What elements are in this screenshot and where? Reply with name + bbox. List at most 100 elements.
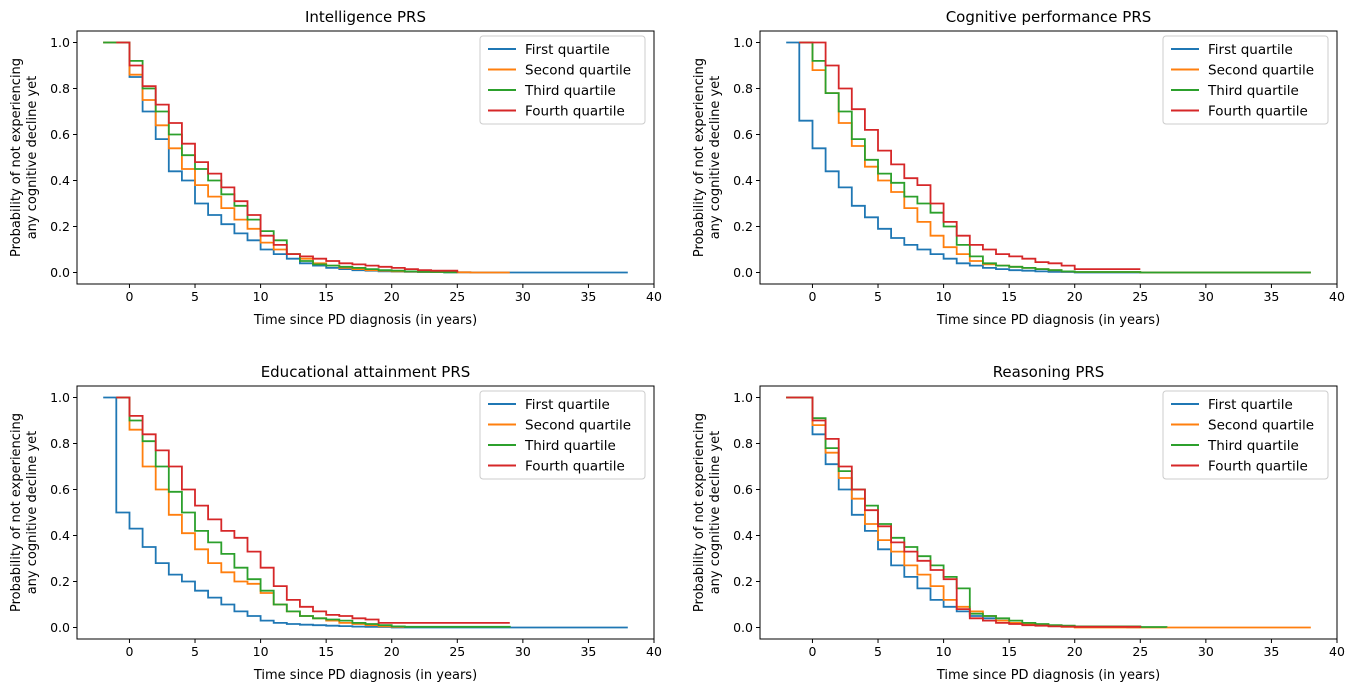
y-axis-label-line-2: any cognitive decline yet bbox=[25, 431, 40, 595]
chart-panel-2: Cognitive performance PRS 0 5 10 15 20 25 30 35 4… bbox=[692, 8, 1345, 328]
y-tick-label: 0.4 bbox=[50, 173, 70, 188]
x-tick-label: 15 bbox=[318, 289, 334, 304]
y-tick-label: 0.4 bbox=[50, 528, 70, 543]
chart-panel-1: Intelligence PRS 0 5 10 15 20 25 30 35 40 0.0 0.2 0.… bbox=[9, 8, 662, 328]
series-line-second-quartile bbox=[103, 41, 510, 274]
legend-label: Second quartile bbox=[1208, 418, 1314, 434]
x-tick-label: 35 bbox=[580, 644, 596, 659]
chart-title: Cognitive performance PRS bbox=[946, 8, 1152, 26]
series-line-fourth-quartile bbox=[116, 396, 510, 624]
x-tick-label: 30 bbox=[1198, 644, 1214, 659]
y-tick-label: 0.6 bbox=[733, 127, 753, 142]
x-tick-label: 15 bbox=[1001, 289, 1017, 304]
y-tick-label: 0.0 bbox=[50, 265, 70, 280]
legend-box bbox=[1162, 390, 1329, 480]
y-tick-label: 1.0 bbox=[733, 35, 753, 50]
x-tick-label: 5 bbox=[191, 289, 199, 304]
series-group bbox=[103, 41, 628, 274]
series-group bbox=[786, 41, 1311, 274]
series-line-third-quartile bbox=[786, 396, 1168, 628]
x-tick-label: 20 bbox=[1067, 644, 1083, 659]
x-tick-label: 0 bbox=[808, 289, 816, 304]
series-line-fourth-quartile bbox=[786, 396, 1142, 628]
x-tick-label: 25 bbox=[1132, 289, 1148, 304]
x-tick-label: 10 bbox=[253, 644, 269, 659]
legend-label: Fourth quartile bbox=[525, 459, 625, 475]
legend-label: Third quartile bbox=[524, 83, 616, 99]
x-axis-label: Time since PD diagnosis (in years) bbox=[253, 668, 477, 683]
y-tick-label: 0.2 bbox=[733, 219, 753, 234]
y-tick-label: 0.0 bbox=[733, 620, 753, 635]
y-axis-label-line-2: any cognitive decline yet bbox=[708, 431, 723, 595]
legend-label: Fourth quartile bbox=[525, 104, 625, 120]
x-tick-label: 0 bbox=[125, 289, 133, 304]
y-axis-label-line-2: any cognitive decline yet bbox=[25, 76, 40, 240]
x-tick-label: 10 bbox=[253, 289, 269, 304]
x-tick-label: 10 bbox=[936, 644, 952, 659]
legend-box bbox=[479, 390, 646, 480]
x-tick-label: 35 bbox=[1263, 644, 1279, 659]
y-tick-label: 0.0 bbox=[733, 265, 753, 280]
x-tick-label: 40 bbox=[646, 289, 662, 304]
x-tick-label: 0 bbox=[808, 644, 816, 659]
x-tick-label: 35 bbox=[1263, 289, 1279, 304]
legend-label: Second quartile bbox=[525, 63, 631, 79]
legend-label: Second quartile bbox=[525, 418, 631, 434]
chart-title: Educational attainment PRS bbox=[261, 363, 471, 381]
x-tick-label: 40 bbox=[646, 644, 662, 659]
y-tick-label: 0.2 bbox=[50, 219, 70, 234]
axes-frame bbox=[759, 385, 1338, 640]
chart-title: Reasoning PRS bbox=[993, 363, 1105, 381]
legend: First quartile Second quartile Third quart… bbox=[479, 390, 646, 480]
x-tick-label: 25 bbox=[449, 289, 465, 304]
chart-panel-4: Reasoning PRS 0 5 10 15 20 25 30 35 40 0.0 0.2 0.4 0.… bbox=[692, 363, 1345, 683]
x-tick-label: 30 bbox=[515, 644, 531, 659]
y-tick-label: 0.8 bbox=[50, 81, 70, 96]
series-line-first-quartile bbox=[786, 41, 1311, 274]
y-tick-label: 0.8 bbox=[50, 436, 70, 451]
chart-title: Intelligence PRS bbox=[305, 8, 426, 26]
legend-label: Third quartile bbox=[1207, 83, 1299, 99]
y-tick-label: 0.2 bbox=[50, 574, 70, 589]
x-tick-label: 25 bbox=[1132, 644, 1148, 659]
series-line-second-quartile bbox=[116, 396, 406, 628]
y-tick-label: 0.6 bbox=[733, 482, 753, 497]
y-tick-label: 0.4 bbox=[733, 173, 753, 188]
legend: First quartile Second quartile Third quart… bbox=[479, 35, 646, 125]
y-tick-label: 0.6 bbox=[50, 482, 70, 497]
x-tick-label: 0 bbox=[125, 644, 133, 659]
y-tick-label: 0.0 bbox=[50, 620, 70, 635]
legend-label: First quartile bbox=[525, 397, 610, 413]
y-tick-label: 0.2 bbox=[733, 574, 753, 589]
x-tick-label: 30 bbox=[1198, 289, 1214, 304]
y-axis-label-line-1: Probability of not experiencing bbox=[692, 58, 707, 257]
legend-label: First quartile bbox=[1208, 397, 1293, 413]
series-group bbox=[786, 396, 1311, 629]
legend: First quartile Second quartile Third quart… bbox=[1162, 35, 1329, 125]
series-line-third-quartile bbox=[116, 396, 511, 628]
x-tick-label: 15 bbox=[318, 644, 334, 659]
y-tick-label: 1.0 bbox=[50, 35, 70, 50]
legend-label: Third quartile bbox=[524, 438, 616, 454]
y-tick-label: 0.4 bbox=[733, 528, 753, 543]
series-line-first-quartile bbox=[786, 396, 1142, 629]
x-tick-label: 35 bbox=[580, 289, 596, 304]
y-tick-label: 0.6 bbox=[50, 127, 70, 142]
legend-label: Fourth quartile bbox=[1208, 104, 1308, 120]
legend-box bbox=[479, 35, 646, 125]
legend-label: Second quartile bbox=[1208, 63, 1314, 79]
y-axis-label-line-1: Probability of not experiencing bbox=[9, 413, 24, 612]
x-tick-label: 20 bbox=[1067, 289, 1083, 304]
y-tick-label: 0.8 bbox=[733, 81, 753, 96]
x-tick-label: 25 bbox=[449, 644, 465, 659]
legend-box bbox=[1162, 35, 1329, 125]
x-tick-label: 40 bbox=[1329, 644, 1345, 659]
axes-frame bbox=[759, 30, 1338, 285]
x-axis-label: Time since PD diagnosis (in years) bbox=[936, 668, 1160, 683]
x-tick-label: 15 bbox=[1001, 644, 1017, 659]
x-tick-label: 40 bbox=[1329, 289, 1345, 304]
legend-label: First quartile bbox=[1208, 42, 1293, 58]
x-tick-label: 5 bbox=[191, 644, 199, 659]
axes-frame bbox=[76, 385, 655, 640]
